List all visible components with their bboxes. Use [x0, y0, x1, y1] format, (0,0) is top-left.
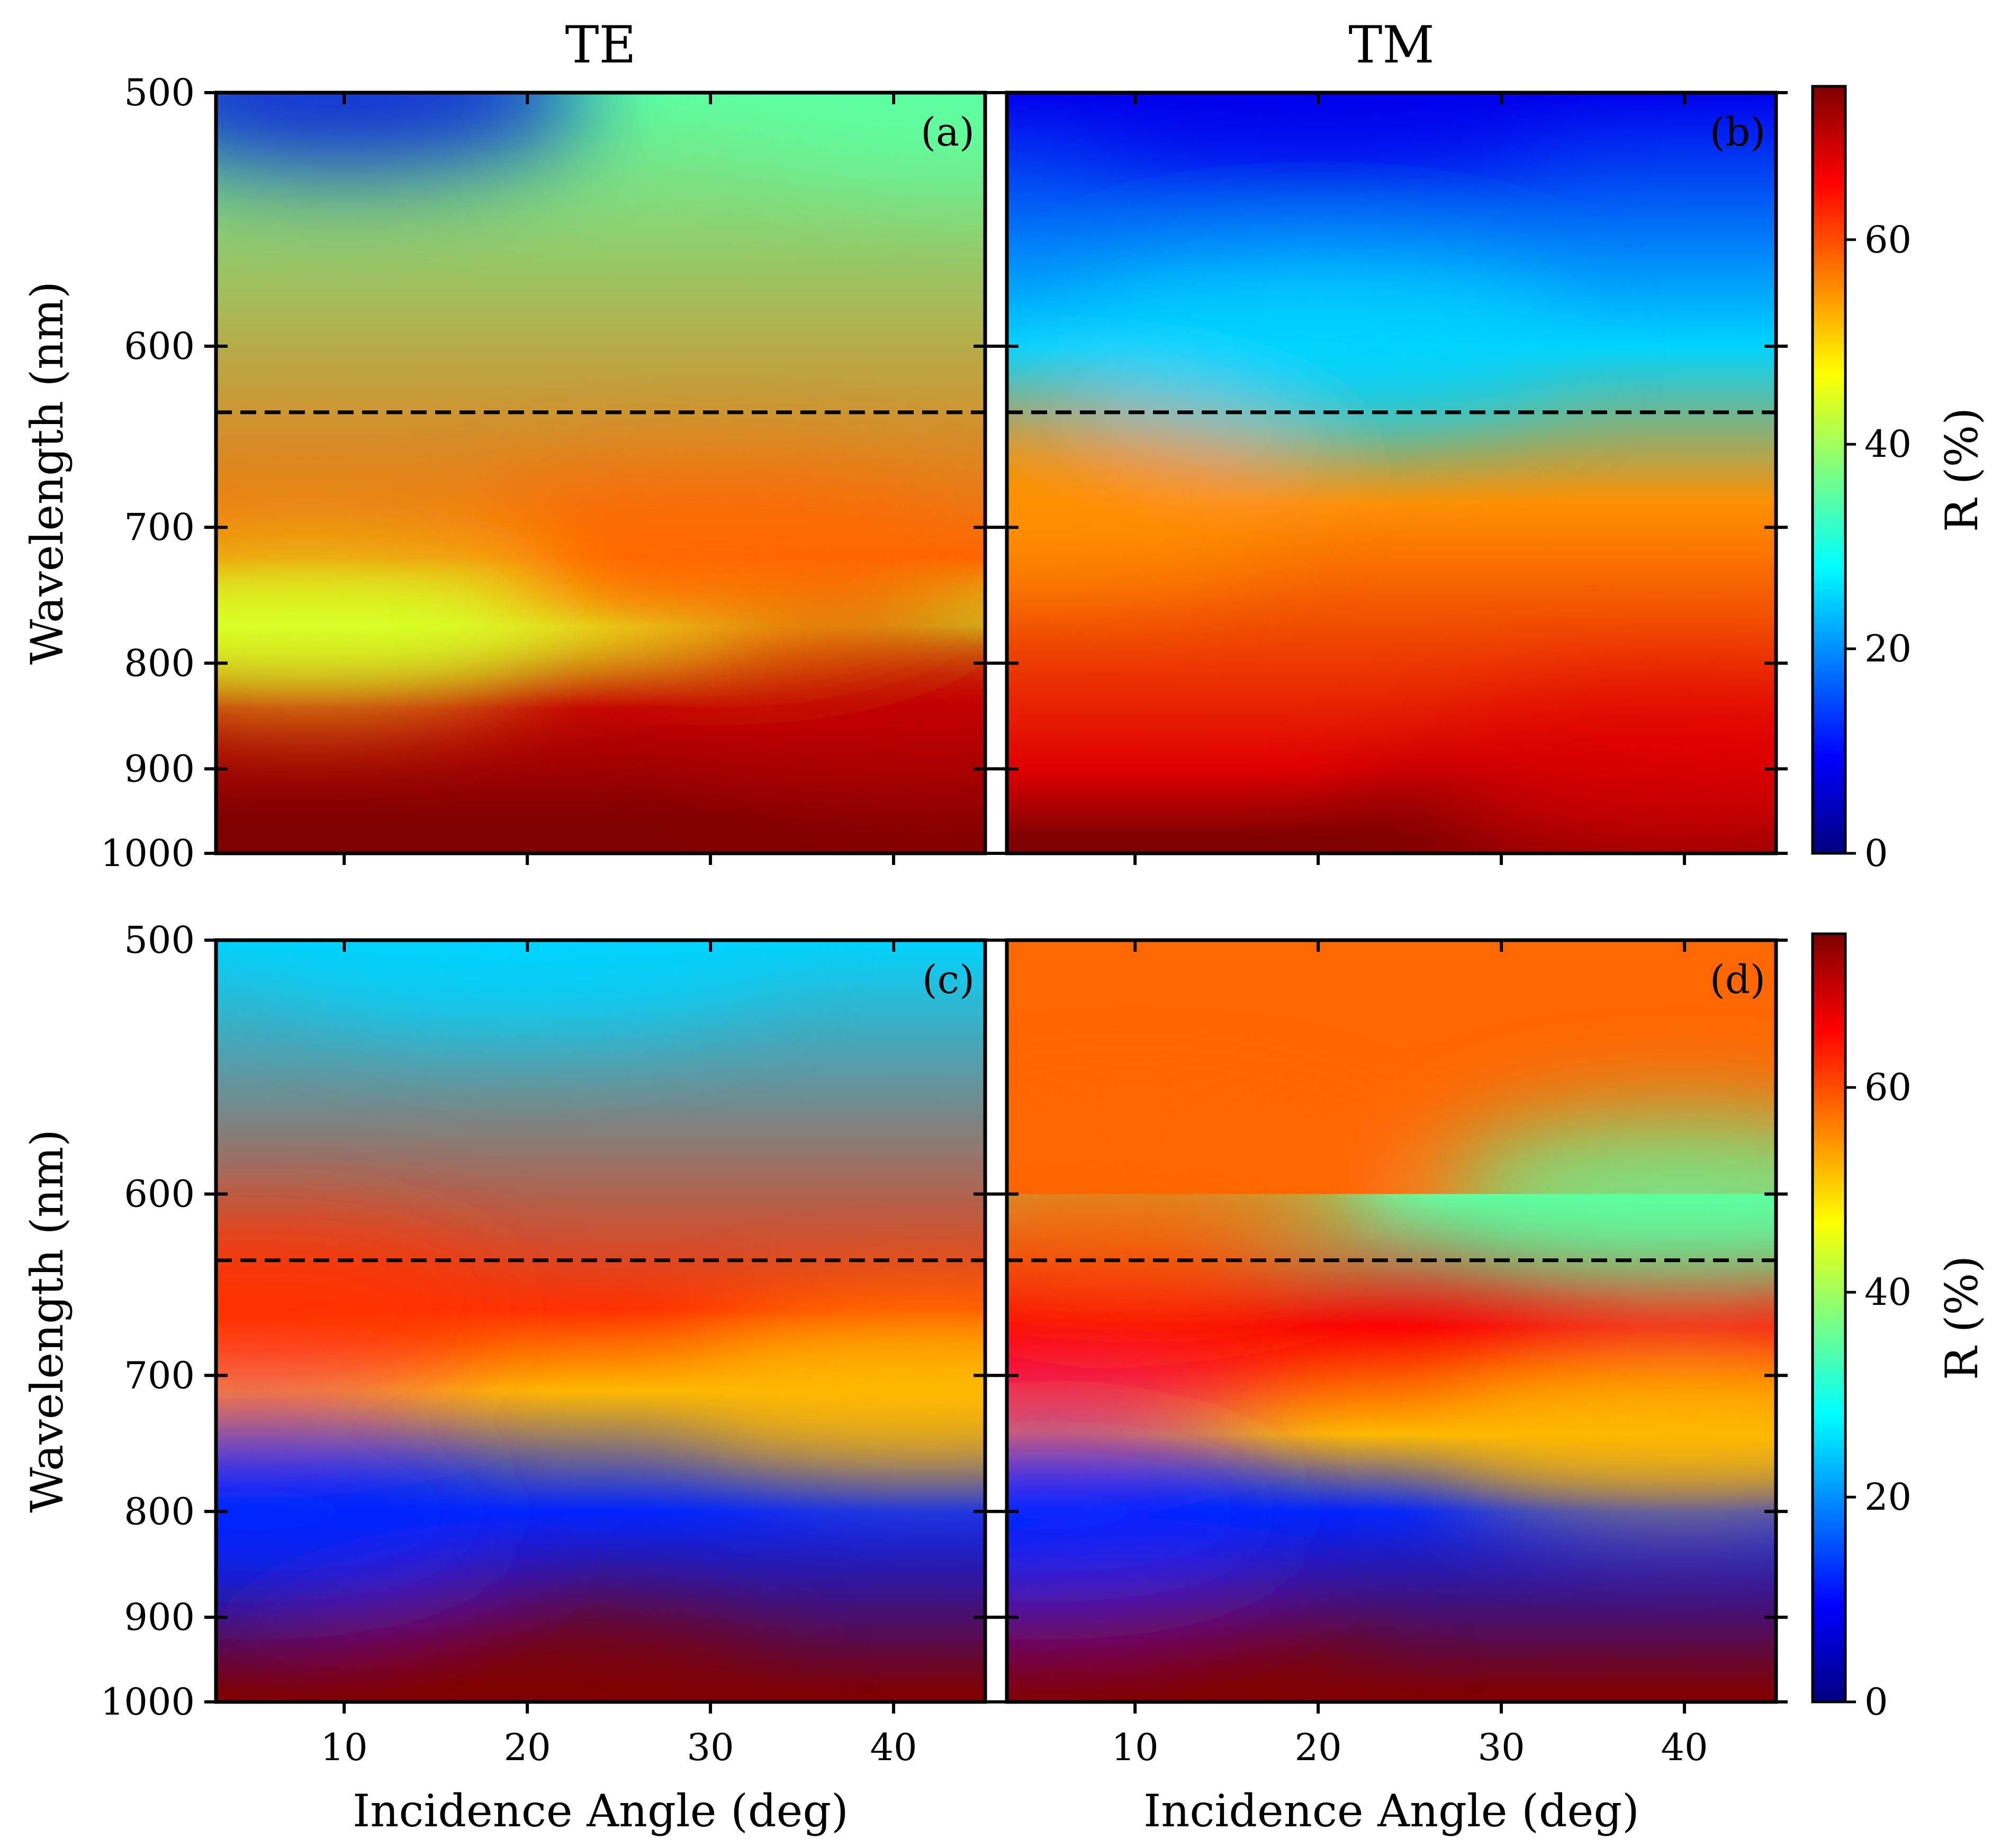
heatmap-feature-5 [739, 93, 985, 169]
x-tick-label: 30 [687, 1726, 734, 1769]
column-title-te: TE [565, 15, 636, 75]
heatmap-feature-4 [1072, 93, 1564, 169]
y-tick-label: 500 [124, 71, 195, 114]
panel-frame [1005, 938, 1778, 1704]
x-axis-title: Incidence Angle (deg) [1143, 1785, 1639, 1837]
colorbar-tick-label: 40 [1864, 422, 1912, 466]
panel-frame [214, 938, 987, 1704]
heatmap-feature-0 [1007, 1618, 1381, 1702]
heatmap-feature-4 [1438, 1117, 1776, 1270]
panel-tag: (d) [1710, 957, 1765, 1003]
y-tick-label: 800 [124, 1490, 195, 1533]
y-tick-label: 900 [124, 1595, 195, 1639]
heatmap-feature-1 [684, 632, 985, 785]
heatmap-feature-1 [216, 1233, 499, 1386]
panel-b: (b) 0 20 40 60 R (%) [995, 85, 1988, 875]
x-tick-label: 20 [504, 1726, 551, 1769]
heatmap-feature-2 [1007, 1117, 1381, 1270]
colorbar: 0 20 40 60 R (%) [1811, 932, 1988, 1724]
y-tick-label: 800 [124, 642, 195, 685]
x-tick-label: 10 [1112, 1726, 1159, 1769]
y-tick-label: 700 [124, 506, 195, 549]
x-tick-label: 30 [1478, 1726, 1525, 1769]
column-title-tm: TM [1348, 15, 1434, 75]
panel-tag: (b) [1710, 110, 1765, 155]
y-axis-title: Wavelength (nm) [21, 281, 73, 665]
heatmap-feature-3 [1072, 270, 1565, 422]
colorbar-tick-label: 0 [1864, 832, 1888, 875]
colorbar-tick-label: 40 [1864, 1270, 1912, 1314]
colorbar-gradient [1811, 932, 1847, 1703]
heatmap-feature-0 [281, 1618, 773, 1702]
heatmap-field [216, 940, 985, 1702]
panel-frame [1005, 91, 1778, 855]
x-tick-label: 10 [321, 1726, 368, 1769]
colorbar-tick-label: 0 [1864, 1680, 1888, 1724]
y-tick-label: 600 [124, 1173, 195, 1216]
heatmap-feature-2 [1007, 427, 1290, 580]
heatmap-feature-3 [216, 550, 554, 702]
heatmap-features [216, 93, 985, 853]
heatmap-features [216, 940, 985, 1702]
y-tick-label: 500 [124, 918, 195, 962]
heatmap-feature-2 [464, 481, 957, 634]
panel-tag: (c) [922, 957, 975, 1003]
panel-a: 500 600 700 800 900 1000 (a) Wavelength (nm) [21, 71, 997, 875]
x-tick-label: 40 [1661, 1726, 1708, 1769]
heatmap-feature-1 [1007, 1250, 1290, 1403]
heatmap-feature-3 [1007, 1435, 1290, 1588]
panel-frame [214, 91, 987, 855]
y-tick-label: 600 [124, 324, 195, 368]
x-axis-title: Incidence Angle (deg) [353, 1785, 849, 1837]
y-axis-title: Wavelength (nm) [21, 1129, 73, 1513]
heatmap-feature-2 [216, 1435, 499, 1588]
heatmap-feature-4 [216, 93, 590, 169]
y-tick-label: 900 [124, 747, 195, 790]
colorbar-title: R (%) [1936, 1256, 1988, 1380]
heatmap-feature-3 [684, 1314, 985, 1467]
heatmap-field [1007, 93, 1776, 853]
heatmap-features [1007, 93, 1776, 853]
x-tick-label: 40 [870, 1726, 917, 1769]
heatmap-feature-4 [281, 940, 773, 1016]
colorbar-gradient [1811, 85, 1847, 855]
colorbar-tick-label: 20 [1864, 1475, 1912, 1519]
heatmap-feature-1 [1438, 692, 1776, 845]
heatmap-features [1007, 1117, 1776, 1702]
heatmap-field [1007, 940, 1776, 1702]
x-tick-label: 20 [1295, 1726, 1342, 1769]
colorbar: 0 20 40 60 R (%) [1811, 85, 1988, 875]
panel-d: 10 20 30 40 (d) Incidence Angle (deg) 0 20 40 60 R… [995, 932, 1988, 1837]
y-tick-label: 1000 [101, 832, 195, 875]
panel-tag: (a) [921, 110, 975, 155]
y-tick-label: 700 [124, 1354, 195, 1397]
y-tick-label: 1000 [101, 1680, 195, 1724]
panel-c: 500 600 700 800 900 1000 10 20 30 40 (c) Wavelength… [21, 918, 997, 1837]
heatmap-feature-5 [1438, 1358, 1776, 1511]
colorbar-title: R (%) [1936, 408, 1988, 532]
colorbar-tick-label: 60 [1864, 1066, 1912, 1109]
colorbar-tick-label: 60 [1864, 218, 1912, 262]
colorbar-tick-label: 20 [1864, 627, 1912, 671]
heatmap-field [216, 93, 985, 853]
